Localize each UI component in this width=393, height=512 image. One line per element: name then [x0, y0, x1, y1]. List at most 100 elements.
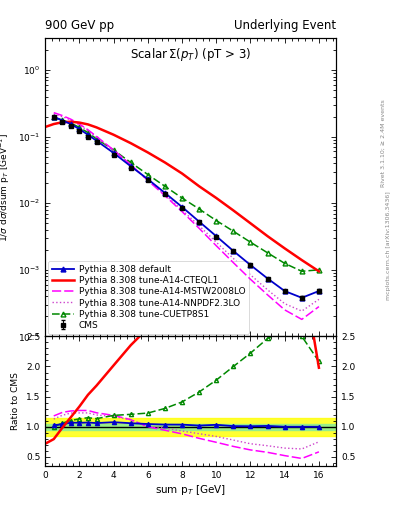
Line: Pythia 8.308 tune-A14-NNPDF2.3LO: Pythia 8.308 tune-A14-NNPDF2.3LO	[54, 114, 319, 311]
Pythia 8.308 default	[163, 190, 167, 196]
Text: 900 GeV pp: 900 GeV pp	[45, 19, 114, 32]
X-axis label: sum p$_T$ [GeV]: sum p$_T$ [GeV]	[155, 482, 226, 497]
Pythia 8.308 tune-A14-MSTW2008LO	[231, 260, 236, 266]
Pythia 8.308 default	[214, 233, 219, 239]
Pythia 8.308 tune-A14-NNPDF2.3LO	[299, 308, 304, 314]
Pythia 8.308 tune-CUETP8S1	[129, 159, 133, 165]
Pythia 8.308 tune-A14-MSTW2008LO	[111, 147, 116, 153]
Pythia 8.308 tune-A14-NNPDF2.3LO	[111, 147, 116, 154]
Pythia 8.308 default	[86, 132, 90, 138]
Pythia 8.308 tune-A14-MSTW2008LO	[180, 208, 184, 215]
Line: Pythia 8.308 tune-A14-CTEQL1: Pythia 8.308 tune-A14-CTEQL1	[45, 122, 319, 271]
Pythia 8.308 default	[77, 126, 82, 132]
Text: mcplots.cern.ch [arXiv:1306.3436]: mcplots.cern.ch [arXiv:1306.3436]	[386, 191, 391, 300]
Pythia 8.308 tune-A14-NNPDF2.3LO	[145, 177, 150, 183]
Pythia 8.308 tune-A14-CTEQL1	[94, 124, 99, 131]
Pythia 8.308 default	[180, 204, 184, 210]
Text: Rivet 3.1.10; ≥ 2.4M events: Rivet 3.1.10; ≥ 2.4M events	[381, 99, 386, 187]
Pythia 8.308 tune-A14-CTEQL1	[129, 140, 133, 146]
Pythia 8.308 default	[316, 288, 321, 294]
Pythia 8.308 tune-A14-MSTW2008LO	[60, 113, 65, 119]
Pythia 8.308 tune-A14-MSTW2008LO	[316, 304, 321, 310]
Pythia 8.308 tune-A14-CTEQL1	[316, 268, 321, 274]
Pythia 8.308 tune-A14-NNPDF2.3LO	[86, 127, 90, 134]
Pythia 8.308 default	[299, 295, 304, 301]
Pythia 8.308 tune-CUETP8S1	[94, 136, 99, 142]
Pythia 8.308 tune-CUETP8S1	[265, 250, 270, 256]
Pythia 8.308 tune-A14-CTEQL1	[68, 119, 73, 125]
Pythia 8.308 tune-A14-CTEQL1	[163, 159, 167, 165]
Pythia 8.308 default	[145, 176, 150, 182]
Pythia 8.308 tune-CUETP8S1	[145, 172, 150, 178]
Legend: Pythia 8.308 default, Pythia 8.308 tune-A14-CTEQL1, Pythia 8.308 tune-A14-MSTW20: Pythia 8.308 default, Pythia 8.308 tune-…	[48, 261, 249, 334]
Pythia 8.308 tune-A14-CTEQL1	[86, 121, 90, 127]
Pythia 8.308 tune-CUETP8S1	[299, 268, 304, 274]
Pythia 8.308 tune-A14-CTEQL1	[111, 132, 116, 138]
Pythia 8.308 tune-A14-NNPDF2.3LO	[316, 296, 321, 303]
Pythia 8.308 default	[129, 163, 133, 169]
Pythia 8.308 tune-A14-NNPDF2.3LO	[265, 287, 270, 293]
Pythia 8.308 tune-A14-MSTW2008LO	[299, 316, 304, 323]
Pythia 8.308 default	[111, 150, 116, 156]
Pythia 8.308 default	[197, 219, 202, 225]
Pythia 8.308 tune-A14-MSTW2008LO	[214, 243, 219, 249]
Pythia 8.308 tune-CUETP8S1	[214, 218, 219, 224]
Pythia 8.308 tune-A14-NNPDF2.3LO	[68, 117, 73, 123]
Pythia 8.308 default	[51, 114, 56, 120]
Line: Pythia 8.308 tune-A14-MSTW2008LO: Pythia 8.308 tune-A14-MSTW2008LO	[54, 113, 319, 319]
Pythia 8.308 default	[68, 121, 73, 127]
Pythia 8.308 tune-A14-NNPDF2.3LO	[197, 223, 202, 229]
Pythia 8.308 tune-A14-MSTW2008LO	[265, 292, 270, 298]
Pythia 8.308 tune-A14-CTEQL1	[77, 119, 82, 125]
Pythia 8.308 tune-CUETP8S1	[248, 239, 253, 245]
Pythia 8.308 tune-CUETP8S1	[68, 120, 73, 126]
Pythia 8.308 tune-A14-MSTW2008LO	[282, 307, 287, 313]
Pythia 8.308 tune-A14-NNPDF2.3LO	[94, 134, 99, 140]
Pythia 8.308 tune-A14-CTEQL1	[299, 257, 304, 263]
Pythia 8.308 tune-A14-CTEQL1	[197, 183, 202, 189]
Pythia 8.308 tune-CUETP8S1	[163, 183, 167, 189]
Pythia 8.308 tune-A14-NNPDF2.3LO	[282, 301, 287, 307]
Pythia 8.308 tune-A14-MSTW2008LO	[68, 116, 73, 122]
Text: Scalar$\,\Sigma(p_T)$ (pT > 3): Scalar$\,\Sigma(p_T)$ (pT > 3)	[130, 46, 251, 63]
Pythia 8.308 tune-A14-CTEQL1	[231, 207, 236, 214]
Pythia 8.308 tune-A14-NNPDF2.3LO	[231, 255, 236, 262]
Pythia 8.308 tune-A14-NNPDF2.3LO	[51, 111, 56, 117]
Y-axis label: Ratio to CMS: Ratio to CMS	[11, 372, 20, 430]
Pythia 8.308 default	[265, 275, 270, 282]
Pythia 8.308 tune-CUETP8S1	[111, 147, 116, 153]
Pythia 8.308 tune-A14-CTEQL1	[60, 119, 65, 125]
Pythia 8.308 tune-A14-MSTW2008LO	[86, 127, 90, 133]
Y-axis label: 1/$\sigma$ d$\sigma$/dsum p$_T$ [GeV$^{-1}$]: 1/$\sigma$ d$\sigma$/dsum p$_T$ [GeV$^{-…	[0, 133, 12, 242]
Pythia 8.308 default	[60, 117, 65, 123]
Pythia 8.308 tune-A14-MSTW2008LO	[145, 177, 150, 183]
Pythia 8.308 tune-A14-NNPDF2.3LO	[77, 122, 82, 128]
Pythia 8.308 tune-A14-NNPDF2.3LO	[60, 114, 65, 120]
Pythia 8.308 tune-CUETP8S1	[180, 195, 184, 201]
Pythia 8.308 tune-CUETP8S1	[282, 260, 287, 266]
Pythia 8.308 tune-A14-CTEQL1	[180, 170, 184, 177]
Pythia 8.308 tune-A14-CTEQL1	[248, 220, 253, 226]
Text: Underlying Event: Underlying Event	[234, 19, 336, 32]
Pythia 8.308 tune-A14-MSTW2008LO	[197, 225, 202, 231]
Pythia 8.308 tune-CUETP8S1	[77, 124, 82, 131]
Pythia 8.308 tune-A14-NNPDF2.3LO	[129, 162, 133, 168]
Pythia 8.308 tune-A14-CTEQL1	[43, 124, 48, 130]
Pythia 8.308 tune-CUETP8S1	[197, 206, 202, 212]
Line: Pythia 8.308 default: Pythia 8.308 default	[51, 114, 321, 300]
Pythia 8.308 tune-CUETP8S1	[231, 228, 236, 234]
Pythia 8.308 tune-CUETP8S1	[60, 117, 65, 123]
Pythia 8.308 default	[248, 262, 253, 268]
Pythia 8.308 tune-A14-NNPDF2.3LO	[163, 191, 167, 198]
Pythia 8.308 tune-A14-MSTW2008LO	[129, 162, 133, 168]
Text: CMS_2011_S9120041: CMS_2011_S9120041	[149, 325, 232, 333]
Pythia 8.308 tune-A14-MSTW2008LO	[163, 193, 167, 199]
Pythia 8.308 default	[282, 288, 287, 294]
Pythia 8.308 tune-CUETP8S1	[86, 130, 90, 136]
Pythia 8.308 tune-A14-CTEQL1	[145, 150, 150, 156]
Pythia 8.308 tune-A14-NNPDF2.3LO	[248, 272, 253, 278]
Pythia 8.308 tune-A14-CTEQL1	[51, 121, 56, 127]
Pythia 8.308 tune-A14-CTEQL1	[265, 233, 270, 239]
Pythia 8.308 tune-A14-MSTW2008LO	[248, 276, 253, 283]
Pythia 8.308 tune-A14-CTEQL1	[214, 195, 219, 201]
